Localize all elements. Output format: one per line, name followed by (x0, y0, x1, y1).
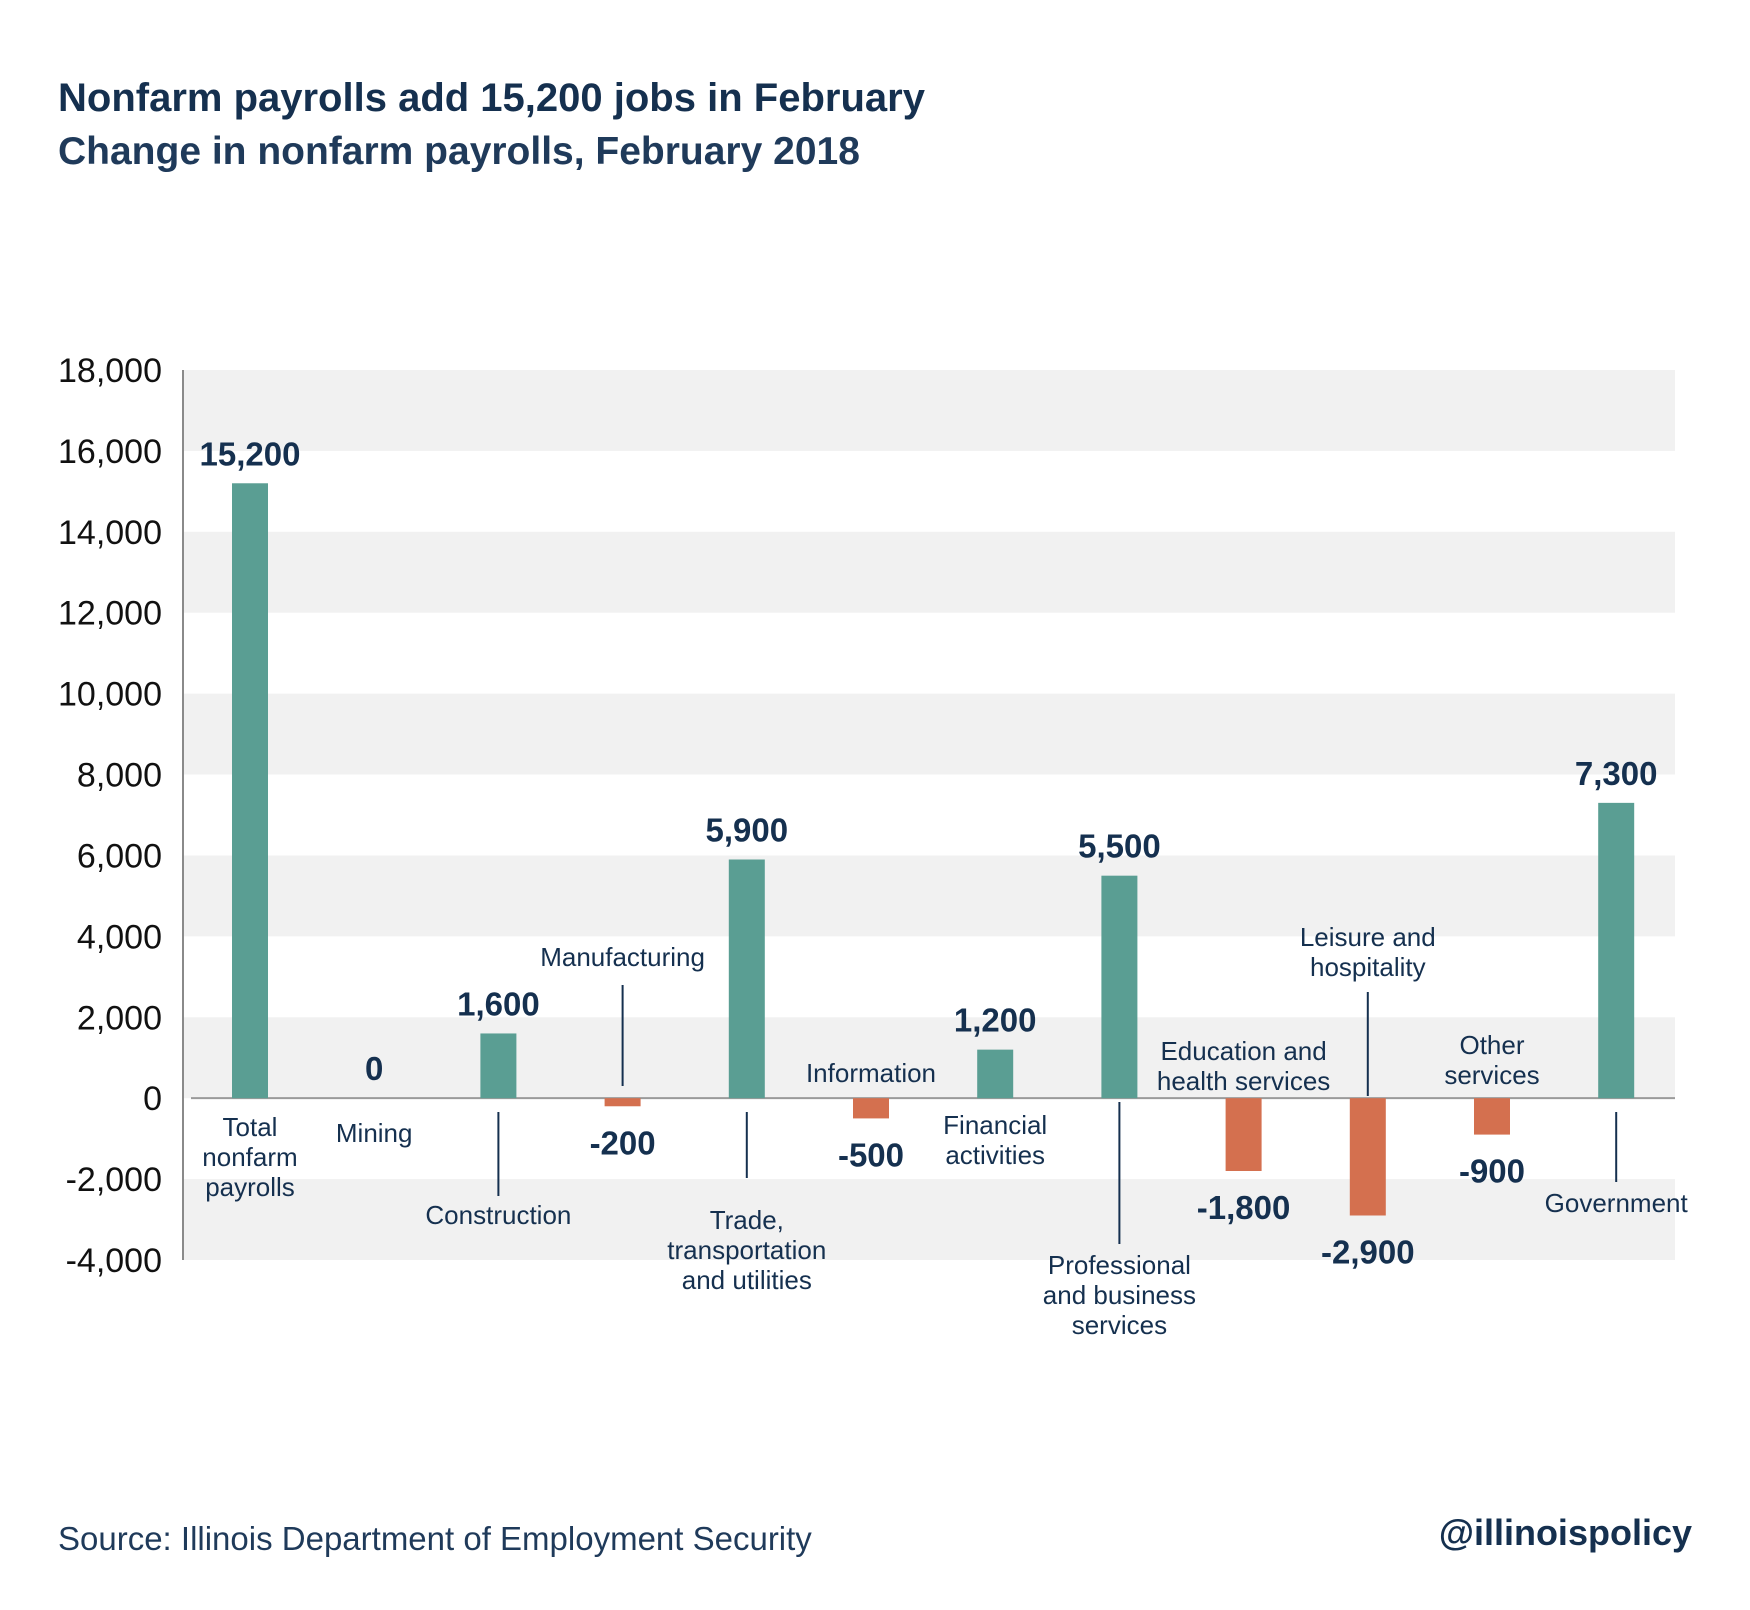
category-label-line: payrolls (205, 1172, 295, 1202)
chart-bars (232, 483, 1635, 1216)
category-label-line: Professional (1048, 1250, 1191, 1280)
bar-5 (728, 859, 765, 1099)
bar-12 (1598, 802, 1635, 1099)
value-label: -2,900 (1321, 1234, 1415, 1271)
value-label: -200 (590, 1124, 656, 1161)
y-tick-label: 0 (143, 1080, 162, 1118)
category-label: Mining (336, 1118, 413, 1148)
y-tick-label: 4,000 (77, 918, 162, 956)
category-label-line: Government (1545, 1188, 1689, 1218)
bar-9 (1225, 1098, 1262, 1171)
bar-3 (480, 1033, 517, 1099)
value-label: -1,800 (1197, 1189, 1291, 1226)
grid-band (183, 693, 1675, 775)
value-label: 7,300 (1575, 755, 1658, 792)
category-label-line: and utilities (682, 1265, 812, 1295)
category-label-line: Trade, (710, 1205, 784, 1235)
bar-10 (1349, 1098, 1386, 1216)
y-tick-label: 18,000 (58, 352, 162, 390)
category-label-line: nonfarm (202, 1142, 297, 1172)
bar-6 (853, 1098, 889, 1119)
category-label-line: services (1444, 1060, 1539, 1090)
category-label: Information (806, 1058, 936, 1088)
y-tick-label: 10,000 (58, 676, 162, 714)
category-label-line: Total (223, 1112, 278, 1142)
category-label: Education and health services (1157, 1036, 1330, 1096)
y-tick-label: -2,000 (66, 1161, 162, 1199)
chart-background-bands (183, 370, 1675, 1260)
grid-band (183, 370, 1675, 451)
bar-11 (1474, 1098, 1510, 1135)
category-label-line: Construction (425, 1200, 571, 1230)
y-tick-label: -4,000 (66, 1242, 162, 1280)
bar-8 (1101, 875, 1138, 1099)
y-tick-label: 14,000 (58, 514, 162, 552)
bar-4 (604, 1098, 641, 1107)
category-label: Manufacturing (540, 942, 705, 972)
y-tick-label: 2,000 (77, 999, 162, 1037)
category-label: Construction (425, 1200, 571, 1230)
value-label: -500 (838, 1136, 904, 1173)
category-label: Other services (1444, 1030, 1539, 1090)
chart-title: Nonfarm payrolls add 15,200 jobs in Febr… (58, 76, 925, 120)
source-note: Source: Illinois Department of Employmen… (58, 1520, 812, 1557)
value-label: 5,500 (1078, 828, 1161, 865)
grid-band (183, 855, 1675, 937)
grid-band (183, 1179, 1675, 1260)
category-label: Government (1545, 1188, 1689, 1218)
category-label-line: hospitality (1310, 952, 1426, 982)
value-label: 1,200 (954, 1002, 1037, 1039)
category-label-line: transportation (667, 1235, 826, 1265)
chart-axes (182, 370, 1675, 1260)
value-label: 0 (365, 1050, 383, 1087)
category-label: Trade, transportation and utilities (667, 1205, 826, 1295)
category-label: Financial activities (943, 1110, 1047, 1170)
category-label: Leisure and hospitality (1300, 922, 1436, 982)
label-leader-lines (497, 985, 1618, 1244)
grid-band (183, 1017, 1675, 1099)
value-label: 5,900 (706, 812, 789, 849)
category-label: Total nonfarm payrolls (202, 1112, 297, 1202)
y-tick-label: 16,000 (58, 433, 162, 471)
category-label-line: activities (945, 1140, 1045, 1170)
value-label: -900 (1459, 1153, 1525, 1190)
chart-subtitle: Change in nonfarm payrolls, February 201… (58, 130, 860, 173)
category-label-line: services (1072, 1310, 1167, 1340)
category-label-line: health services (1157, 1066, 1330, 1096)
category-label-line: Financial (943, 1110, 1047, 1140)
brand-handle: @illinoispolicy (1438, 1512, 1692, 1553)
y-tick-label: 8,000 (77, 757, 162, 795)
category-labels: Total nonfarm payrolls Mining Construction Ma… (202, 922, 1688, 1340)
category-label-line: Mining (336, 1118, 413, 1148)
value-label: 1,600 (457, 985, 540, 1022)
category-label-line: Other (1459, 1030, 1524, 1060)
y-axis-ticks: 18,000 16,000 14,000 12,000 10,000 8,000 6,000… (58, 352, 162, 1280)
category-label-line: and business (1043, 1280, 1196, 1310)
value-label: 15,200 (200, 435, 301, 472)
bar-chart: 18,000 16,000 14,000 12,000 10,000 8,000 6,000… (58, 352, 1689, 1340)
category-label: Professional and business services (1043, 1250, 1196, 1340)
category-label-line: Leisure and (1300, 922, 1436, 952)
y-tick-label: 12,000 (58, 595, 162, 633)
bar-1 (232, 483, 268, 1099)
category-label-line: Education and (1160, 1036, 1326, 1066)
category-label-line: Manufacturing (540, 942, 705, 972)
category-label-line: Information (806, 1058, 936, 1088)
y-tick-label: 6,000 (77, 837, 162, 875)
value-labels: 15,200 0 1,600 -200 5,900 -500 1,200 5,500 -1,80… (200, 435, 1658, 1270)
grid-band (183, 531, 1675, 613)
bar-7 (977, 1049, 1014, 1099)
